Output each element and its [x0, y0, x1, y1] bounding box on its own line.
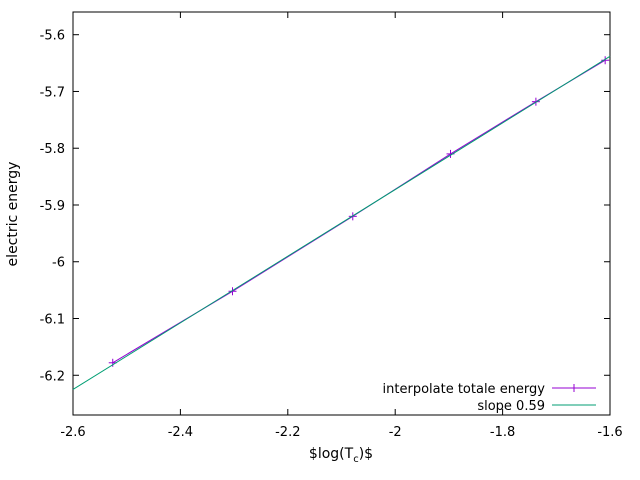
x-axis: -2.6 -2.4 -2.2 -2 -1.8 -1.6 [60, 12, 623, 440]
x-tick-label: -2.4 [168, 425, 193, 440]
x-axis-label-tail: )$ [359, 446, 373, 462]
y-tick-label: -5.6 [40, 29, 65, 44]
y-tick-label: -5.8 [40, 142, 65, 157]
x-tick-label: -1.8 [490, 425, 515, 440]
y-axis-label: electric energy [5, 162, 21, 267]
legend-label-0: interpolate totale energy [383, 382, 546, 397]
y-tick-label: -5.7 [40, 85, 65, 100]
x-tick-label: -1.6 [597, 425, 622, 440]
data-point [601, 56, 610, 65]
plot-frame [72, 11, 611, 416]
series-layer [72, 55, 611, 390]
x-axis-label-subscript: c [353, 454, 359, 465]
x-axis-label: $log(Tc)$ [309, 446, 373, 465]
y-tick-label: -6.1 [40, 313, 65, 328]
x-tick-label: -2.2 [275, 425, 300, 440]
x-tick-label: -2.6 [60, 425, 85, 440]
series-line-1 [72, 55, 611, 390]
y-tick-label: -6 [52, 256, 65, 271]
legend: interpolate totale energy slope 0.59 [383, 382, 596, 414]
y-tick-label: -6.2 [40, 369, 65, 384]
data-point [228, 287, 237, 296]
x-axis-label-main: $log(T [309, 446, 354, 462]
x-tick-label: -2 [389, 425, 402, 440]
legend-label-1: slope 0.59 [477, 399, 545, 414]
y-axis: -6.2 -6.1 -6 -5.9 -5.8 -5.7 -5.6 [40, 29, 610, 384]
y-tick-label: -5.9 [40, 199, 65, 214]
